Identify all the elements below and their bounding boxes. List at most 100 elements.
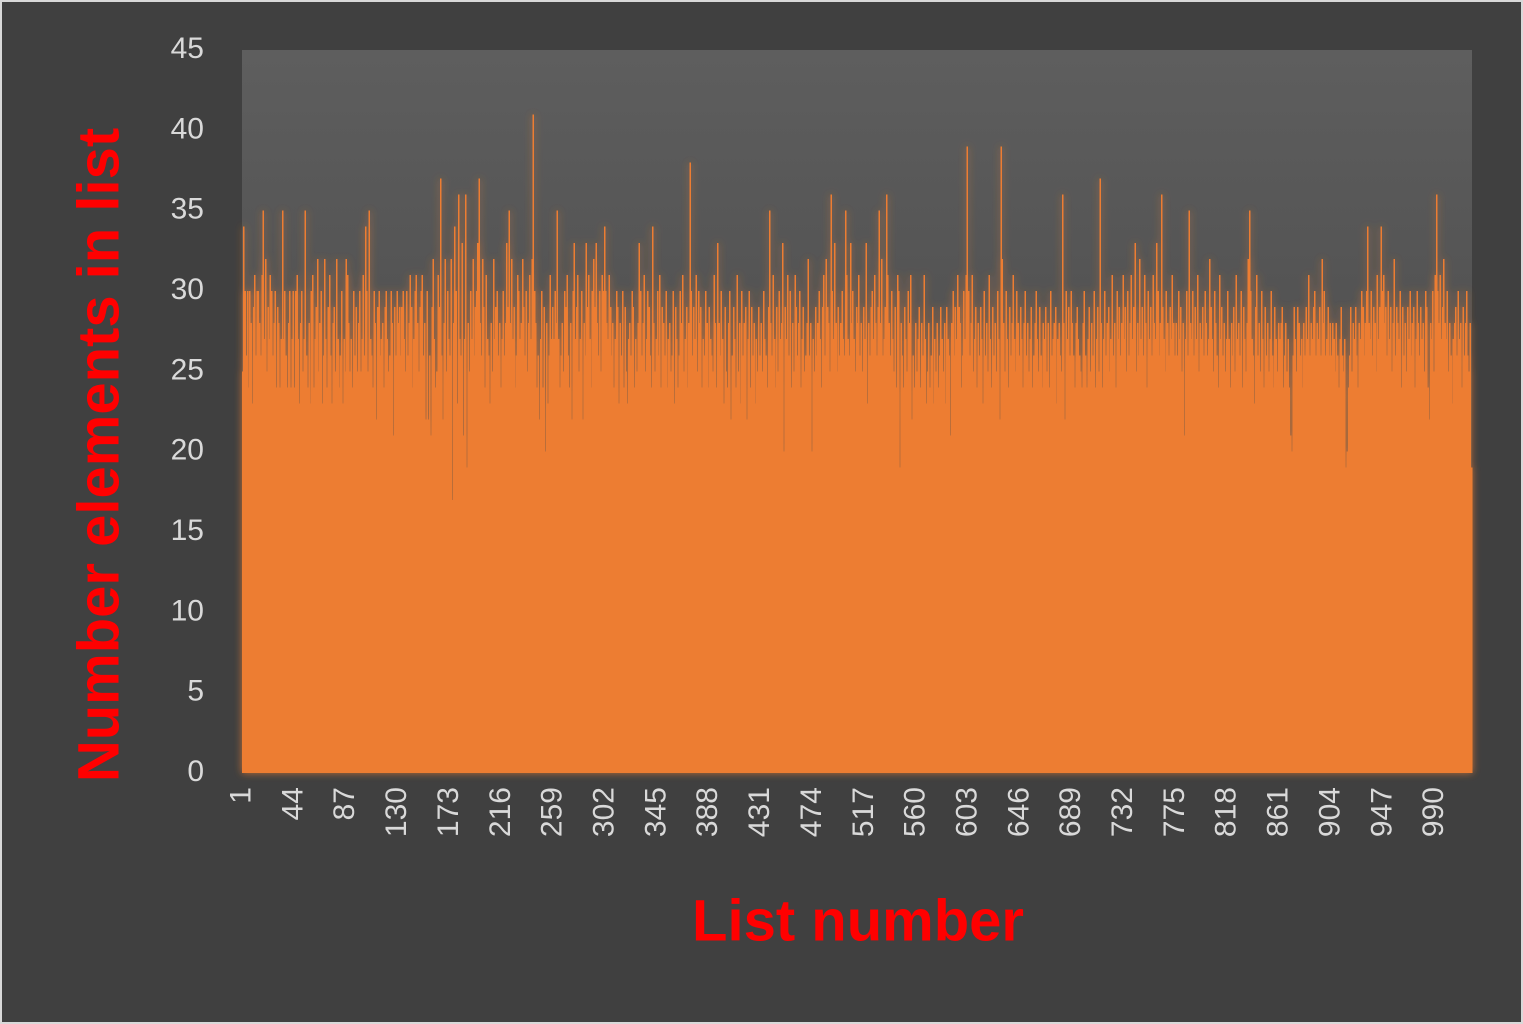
bar	[708, 307, 711, 773]
bar	[1428, 419, 1431, 773]
bar	[585, 242, 588, 774]
bar	[1414, 387, 1416, 773]
bar-group	[242, 114, 1473, 774]
bar	[1330, 355, 1333, 773]
bar	[1127, 291, 1129, 773]
bar	[765, 355, 767, 773]
bar	[1295, 371, 1298, 773]
bar	[830, 194, 832, 774]
bar	[366, 291, 368, 773]
bar	[1276, 371, 1279, 773]
bar	[926, 371, 929, 773]
bar	[832, 339, 835, 773]
bar	[800, 387, 802, 773]
bar	[841, 291, 843, 773]
bar	[761, 371, 764, 773]
bar	[1341, 355, 1344, 773]
bar	[1051, 355, 1053, 773]
bar	[1133, 307, 1135, 773]
bar	[1416, 291, 1419, 773]
bar	[1135, 371, 1138, 773]
bar	[1222, 355, 1224, 773]
bar	[945, 403, 947, 773]
y-tick-label: 5	[187, 675, 204, 708]
bar	[709, 339, 712, 773]
bar	[604, 291, 607, 773]
bar	[283, 339, 285, 773]
bar	[700, 307, 702, 773]
bar	[1130, 274, 1133, 773]
bar	[672, 291, 675, 773]
bar	[627, 339, 630, 773]
bar	[785, 339, 788, 773]
bar	[847, 339, 849, 773]
bar	[490, 323, 492, 773]
bar	[1463, 355, 1466, 773]
bar	[1063, 323, 1065, 773]
bar	[330, 355, 332, 773]
bar	[984, 355, 987, 773]
bar	[989, 339, 992, 773]
bar	[1406, 307, 1409, 773]
bar	[1358, 323, 1361, 773]
bar	[453, 323, 455, 773]
bar	[970, 323, 972, 773]
x-tick-label: 1	[225, 787, 258, 804]
bar	[539, 339, 542, 773]
bar	[570, 323, 572, 773]
bar	[594, 307, 596, 773]
bar	[467, 323, 470, 773]
bar	[393, 307, 396, 773]
bar	[840, 323, 842, 773]
bar	[327, 307, 330, 773]
bar	[836, 371, 839, 773]
bar	[501, 339, 503, 773]
bar	[986, 323, 988, 773]
bar	[794, 274, 796, 773]
bar	[255, 355, 257, 773]
bar	[715, 387, 718, 773]
bar	[937, 387, 940, 773]
bar	[1092, 355, 1094, 773]
bar	[872, 339, 875, 773]
bar	[649, 355, 652, 773]
bar	[274, 291, 277, 773]
bar	[1122, 274, 1124, 773]
bar	[355, 307, 357, 773]
bar	[1062, 194, 1064, 774]
bar	[859, 355, 861, 773]
bar	[292, 291, 295, 773]
bar	[1115, 387, 1117, 773]
bar	[1103, 339, 1105, 773]
bar	[1421, 339, 1423, 773]
bar	[1144, 274, 1146, 773]
bar	[1297, 307, 1299, 773]
bar	[855, 307, 858, 773]
bar	[994, 323, 996, 773]
bar	[643, 274, 646, 773]
bar	[313, 387, 315, 773]
bar	[1470, 467, 1473, 773]
bar	[525, 291, 527, 773]
bar	[664, 355, 666, 773]
bar	[705, 291, 707, 773]
bar	[879, 323, 882, 773]
bar	[498, 323, 501, 773]
bar	[1199, 323, 1201, 773]
bar	[559, 387, 561, 773]
bar	[296, 274, 298, 773]
bar	[1163, 339, 1165, 773]
bar	[1148, 339, 1151, 773]
bar	[1045, 307, 1047, 773]
bar	[1445, 339, 1447, 773]
bar	[1457, 291, 1460, 773]
bar	[509, 323, 512, 773]
x-tick-label: 259	[536, 787, 569, 837]
bar	[703, 355, 706, 773]
bar	[1443, 258, 1445, 773]
bar	[1253, 403, 1256, 773]
bar	[560, 355, 562, 773]
bar	[506, 242, 508, 774]
bar	[520, 323, 523, 773]
bar	[936, 323, 939, 773]
